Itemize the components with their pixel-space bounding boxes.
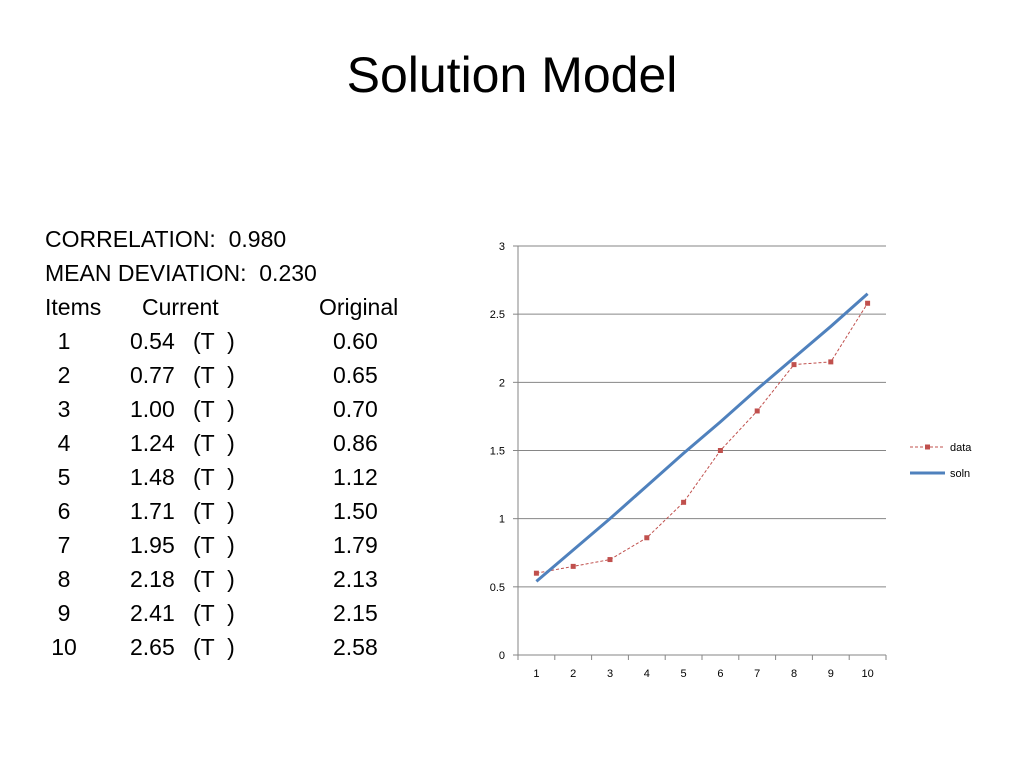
x-tick-label: 1 [533, 668, 539, 680]
table-cell: 7 [58, 532, 71, 558]
table-cell: (T ) [193, 532, 235, 558]
table-cell: 0.70 [333, 396, 378, 422]
series-marker [828, 359, 834, 365]
legend-label: soln [950, 468, 970, 480]
table-cell: 2.58 [333, 634, 378, 660]
series-marker [533, 570, 539, 576]
series-marker [865, 300, 871, 306]
table-cell: 3 [58, 396, 71, 422]
table-cell: 0.77 [130, 362, 175, 388]
x-tick-label: 7 [754, 668, 760, 680]
table-cell: (T ) [193, 566, 235, 592]
table-cell: 2.41 [130, 600, 175, 626]
table-cell: 1.79 [333, 532, 378, 558]
table-cell: 0.86 [333, 430, 378, 456]
series-marker [791, 362, 797, 368]
table-cell: 6 [58, 498, 71, 524]
y-tick-label: 1.5 [490, 446, 505, 458]
stat-line: CORRELATION: 0.980 [45, 226, 286, 252]
x-tick-label: 8 [791, 668, 797, 680]
table-cell: (T ) [193, 430, 235, 456]
table-cell: 8 [58, 566, 71, 592]
y-tick-label: 0.5 [490, 582, 505, 594]
table-cell: 1.12 [333, 464, 378, 490]
table-cell: (T ) [193, 328, 235, 354]
table-cell: 1.71 [130, 498, 175, 524]
series-marker [644, 535, 650, 541]
series-marker [754, 408, 760, 414]
legend-marker [925, 444, 930, 450]
series-line [535, 292, 869, 583]
table-cell: (T ) [193, 634, 235, 660]
series-marker [607, 557, 613, 563]
x-tick-label: 10 [861, 668, 873, 680]
legend-label: data [950, 442, 972, 454]
series-marker [681, 499, 687, 505]
table-cell: 2 [58, 362, 71, 388]
y-tick-label: 1 [499, 514, 505, 526]
table-header: Items [45, 294, 101, 320]
x-tick-label: 5 [681, 668, 687, 680]
y-tick-label: 2.5 [490, 309, 505, 321]
table-cell: 1.00 [130, 396, 175, 422]
series-marker [570, 563, 576, 569]
table-cell: (T ) [193, 498, 235, 524]
table-header: Original [319, 294, 398, 320]
table-cell: 10 [51, 634, 77, 660]
x-tick-label: 2 [570, 668, 576, 680]
series-line [536, 302, 869, 574]
table-cell: 2.15 [333, 600, 378, 626]
table-cell: 2.13 [333, 566, 378, 592]
table-cell: (T ) [193, 600, 235, 626]
table-cell: 0.65 [333, 362, 378, 388]
y-tick-label: 3 [499, 241, 505, 253]
x-tick-label: 9 [828, 668, 834, 680]
y-tick-label: 2 [499, 377, 505, 389]
table-cell: 1.95 [130, 532, 175, 558]
slide-title: Solution Model [347, 47, 678, 103]
x-tick-label: 3 [607, 668, 613, 680]
table-cell: 1.48 [130, 464, 175, 490]
table-cell: 5 [58, 464, 71, 490]
table-cell: 1.24 [130, 430, 175, 456]
series-marker [717, 448, 723, 453]
table-cell: (T ) [193, 362, 235, 388]
y-tick-label: 0 [499, 650, 505, 662]
x-tick-label: 4 [644, 668, 650, 680]
table-cell: (T ) [193, 396, 235, 422]
table-cell: (T ) [193, 464, 235, 490]
table-header: Current [142, 294, 219, 320]
x-tick-label: 6 [717, 668, 723, 680]
table-cell: 2.18 [130, 566, 175, 592]
table-cell: 1.50 [333, 498, 378, 524]
table-cell: 2.65 [130, 634, 175, 660]
stat-line: MEAN DEVIATION: 0.230 [45, 260, 317, 286]
table-cell: 4 [58, 430, 71, 456]
table-cell: 0.60 [333, 328, 378, 354]
table-cell: 9 [58, 600, 71, 626]
table-cell: 0.54 [130, 328, 175, 354]
table-cell: 1 [58, 328, 71, 354]
